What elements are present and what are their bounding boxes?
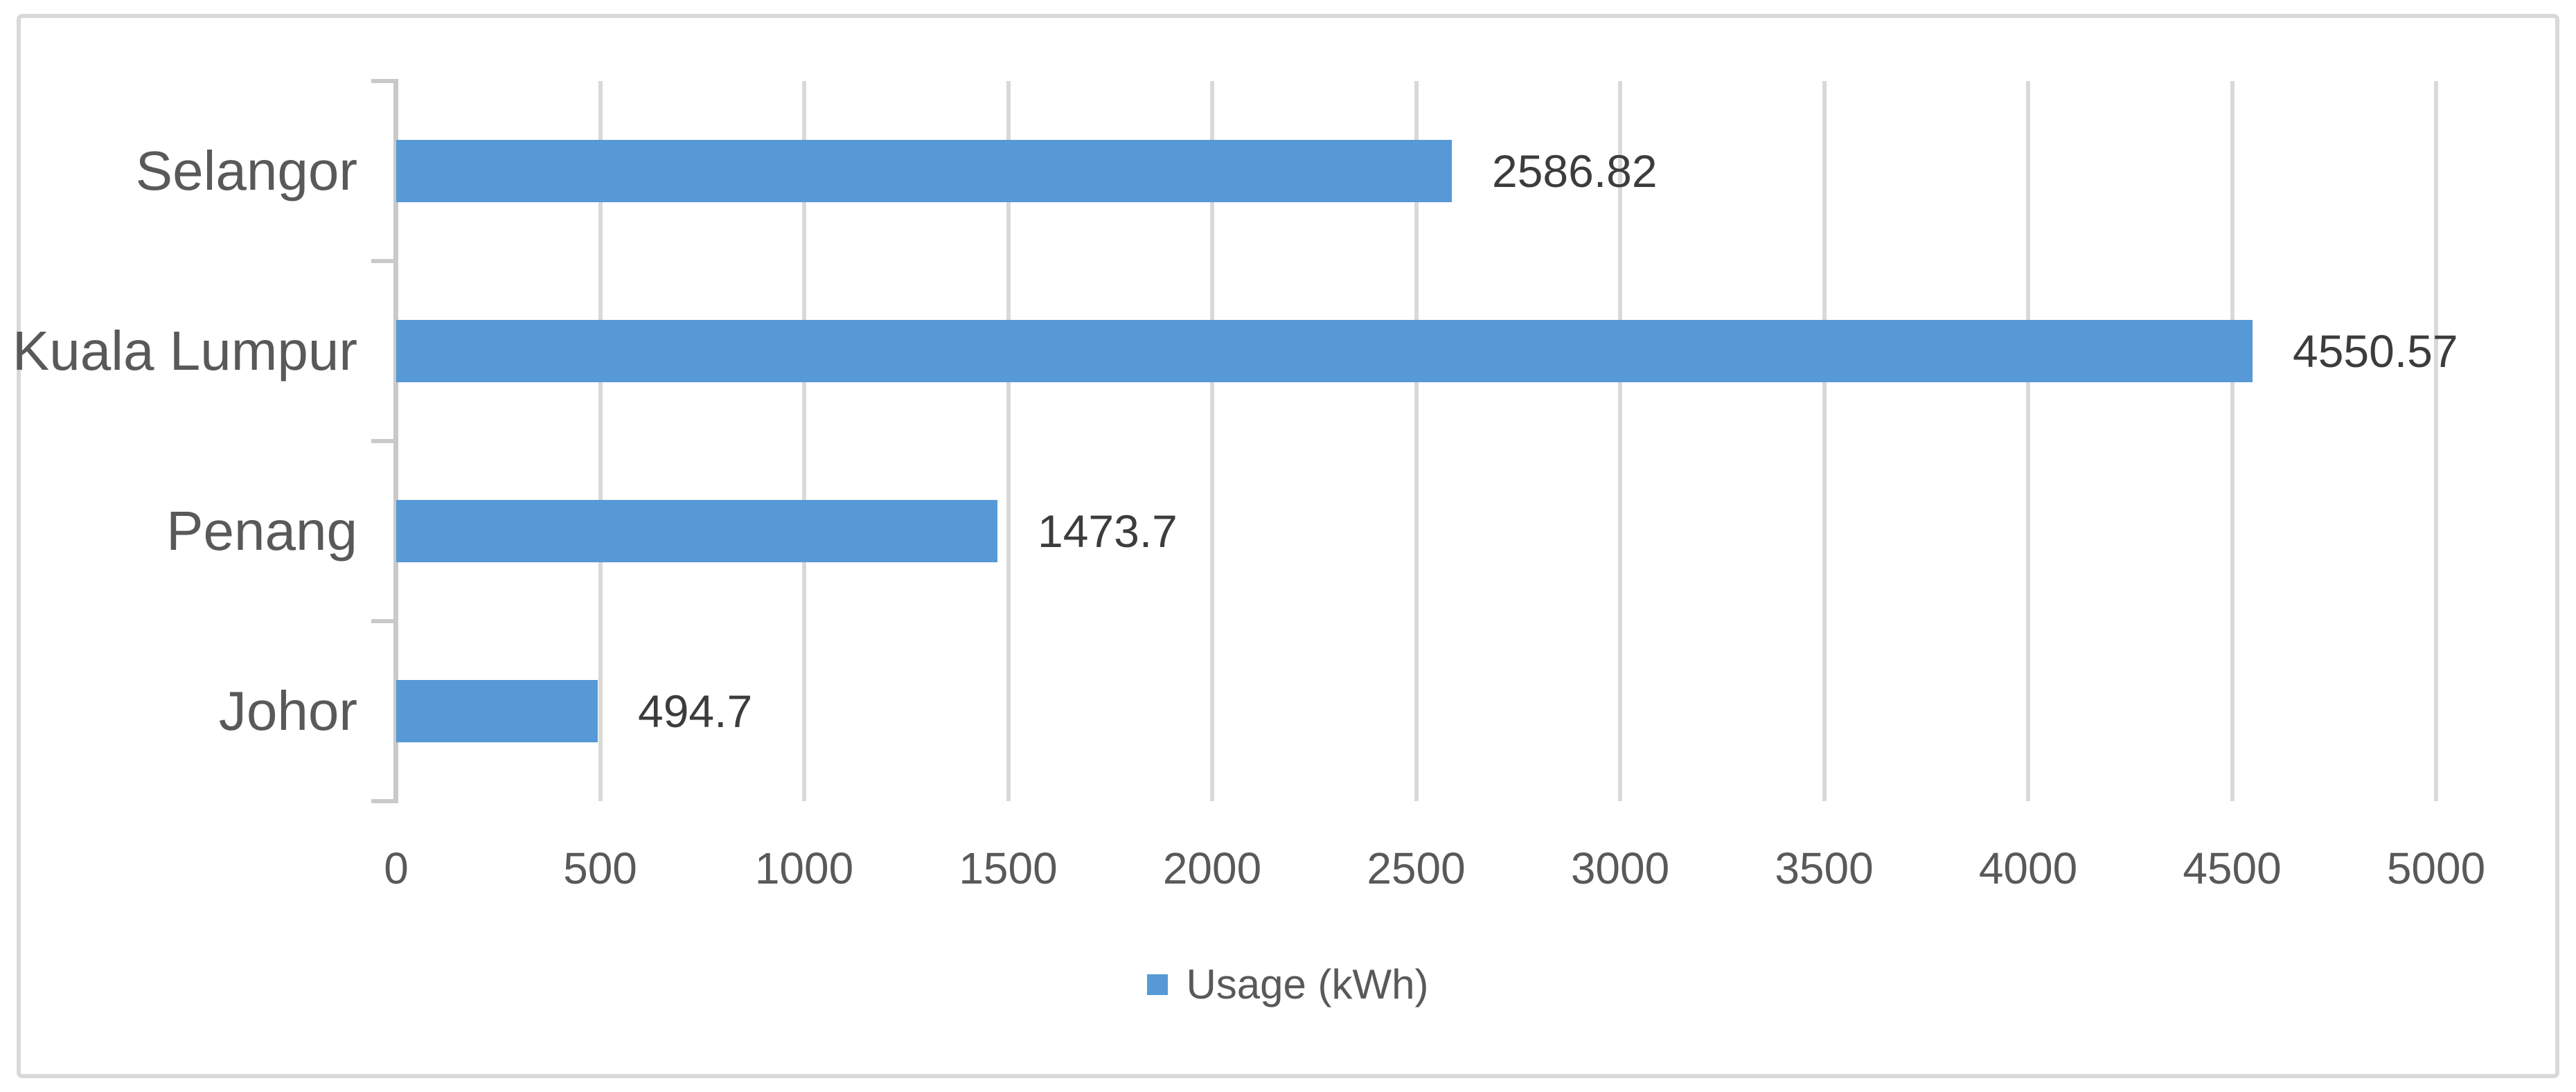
x-tick-label: 4500 — [2183, 843, 2282, 893]
gridline — [2026, 81, 2030, 801]
x-tick-label: 5000 — [2386, 843, 2486, 893]
data-label: 1473.7 — [1038, 505, 1178, 557]
x-tick-label: 0 — [384, 843, 409, 893]
axis-tick — [371, 799, 395, 803]
x-tick-label: 2000 — [1162, 843, 1262, 893]
category-label: Kuala Lumpur — [12, 320, 357, 382]
gridline — [598, 81, 603, 801]
legend: Usage (kWh) — [0, 963, 2576, 1006]
gridline — [1822, 81, 1827, 801]
y-axis-line — [393, 79, 398, 803]
bar-kuala-lumpur — [396, 320, 2253, 382]
category-label: Penang — [166, 500, 357, 562]
data-label: 4550.57 — [2293, 325, 2458, 377]
x-tick-label: 1500 — [959, 843, 1058, 893]
gridline — [2434, 81, 2438, 801]
axis-tick — [371, 619, 395, 623]
gridline — [1414, 81, 1419, 801]
x-tick-label: 4000 — [1978, 843, 2078, 893]
bar-penang — [396, 500, 997, 562]
legend-series-label: Usage (kWh) — [1186, 961, 1429, 1008]
bar-johor — [396, 680, 598, 742]
axis-tick — [371, 439, 395, 443]
category-label: Johor — [218, 680, 357, 742]
x-tick-label: 500 — [563, 843, 637, 893]
x-tick-label: 1000 — [754, 843, 854, 893]
data-label: 494.7 — [638, 686, 753, 737]
x-tick-label: 3000 — [1570, 843, 1670, 893]
x-tick-label: 3500 — [1775, 843, 1874, 893]
gridline — [1210, 81, 1214, 801]
gridline — [1618, 81, 1622, 801]
plot-area: 2586.82 4550.57 1473.7 494.7 — [371, 79, 2458, 803]
axis-tick — [371, 259, 395, 263]
gridline — [802, 81, 806, 801]
category-label: Selangor — [135, 140, 357, 202]
gridline — [2230, 81, 2235, 801]
gridline — [1006, 81, 1011, 801]
x-tick-label: 2500 — [1367, 843, 1466, 893]
data-label: 2586.82 — [1492, 145, 1658, 197]
legend-marker-square — [1147, 974, 1169, 995]
axis-tick — [371, 79, 395, 83]
bar-selangor — [396, 140, 1452, 202]
